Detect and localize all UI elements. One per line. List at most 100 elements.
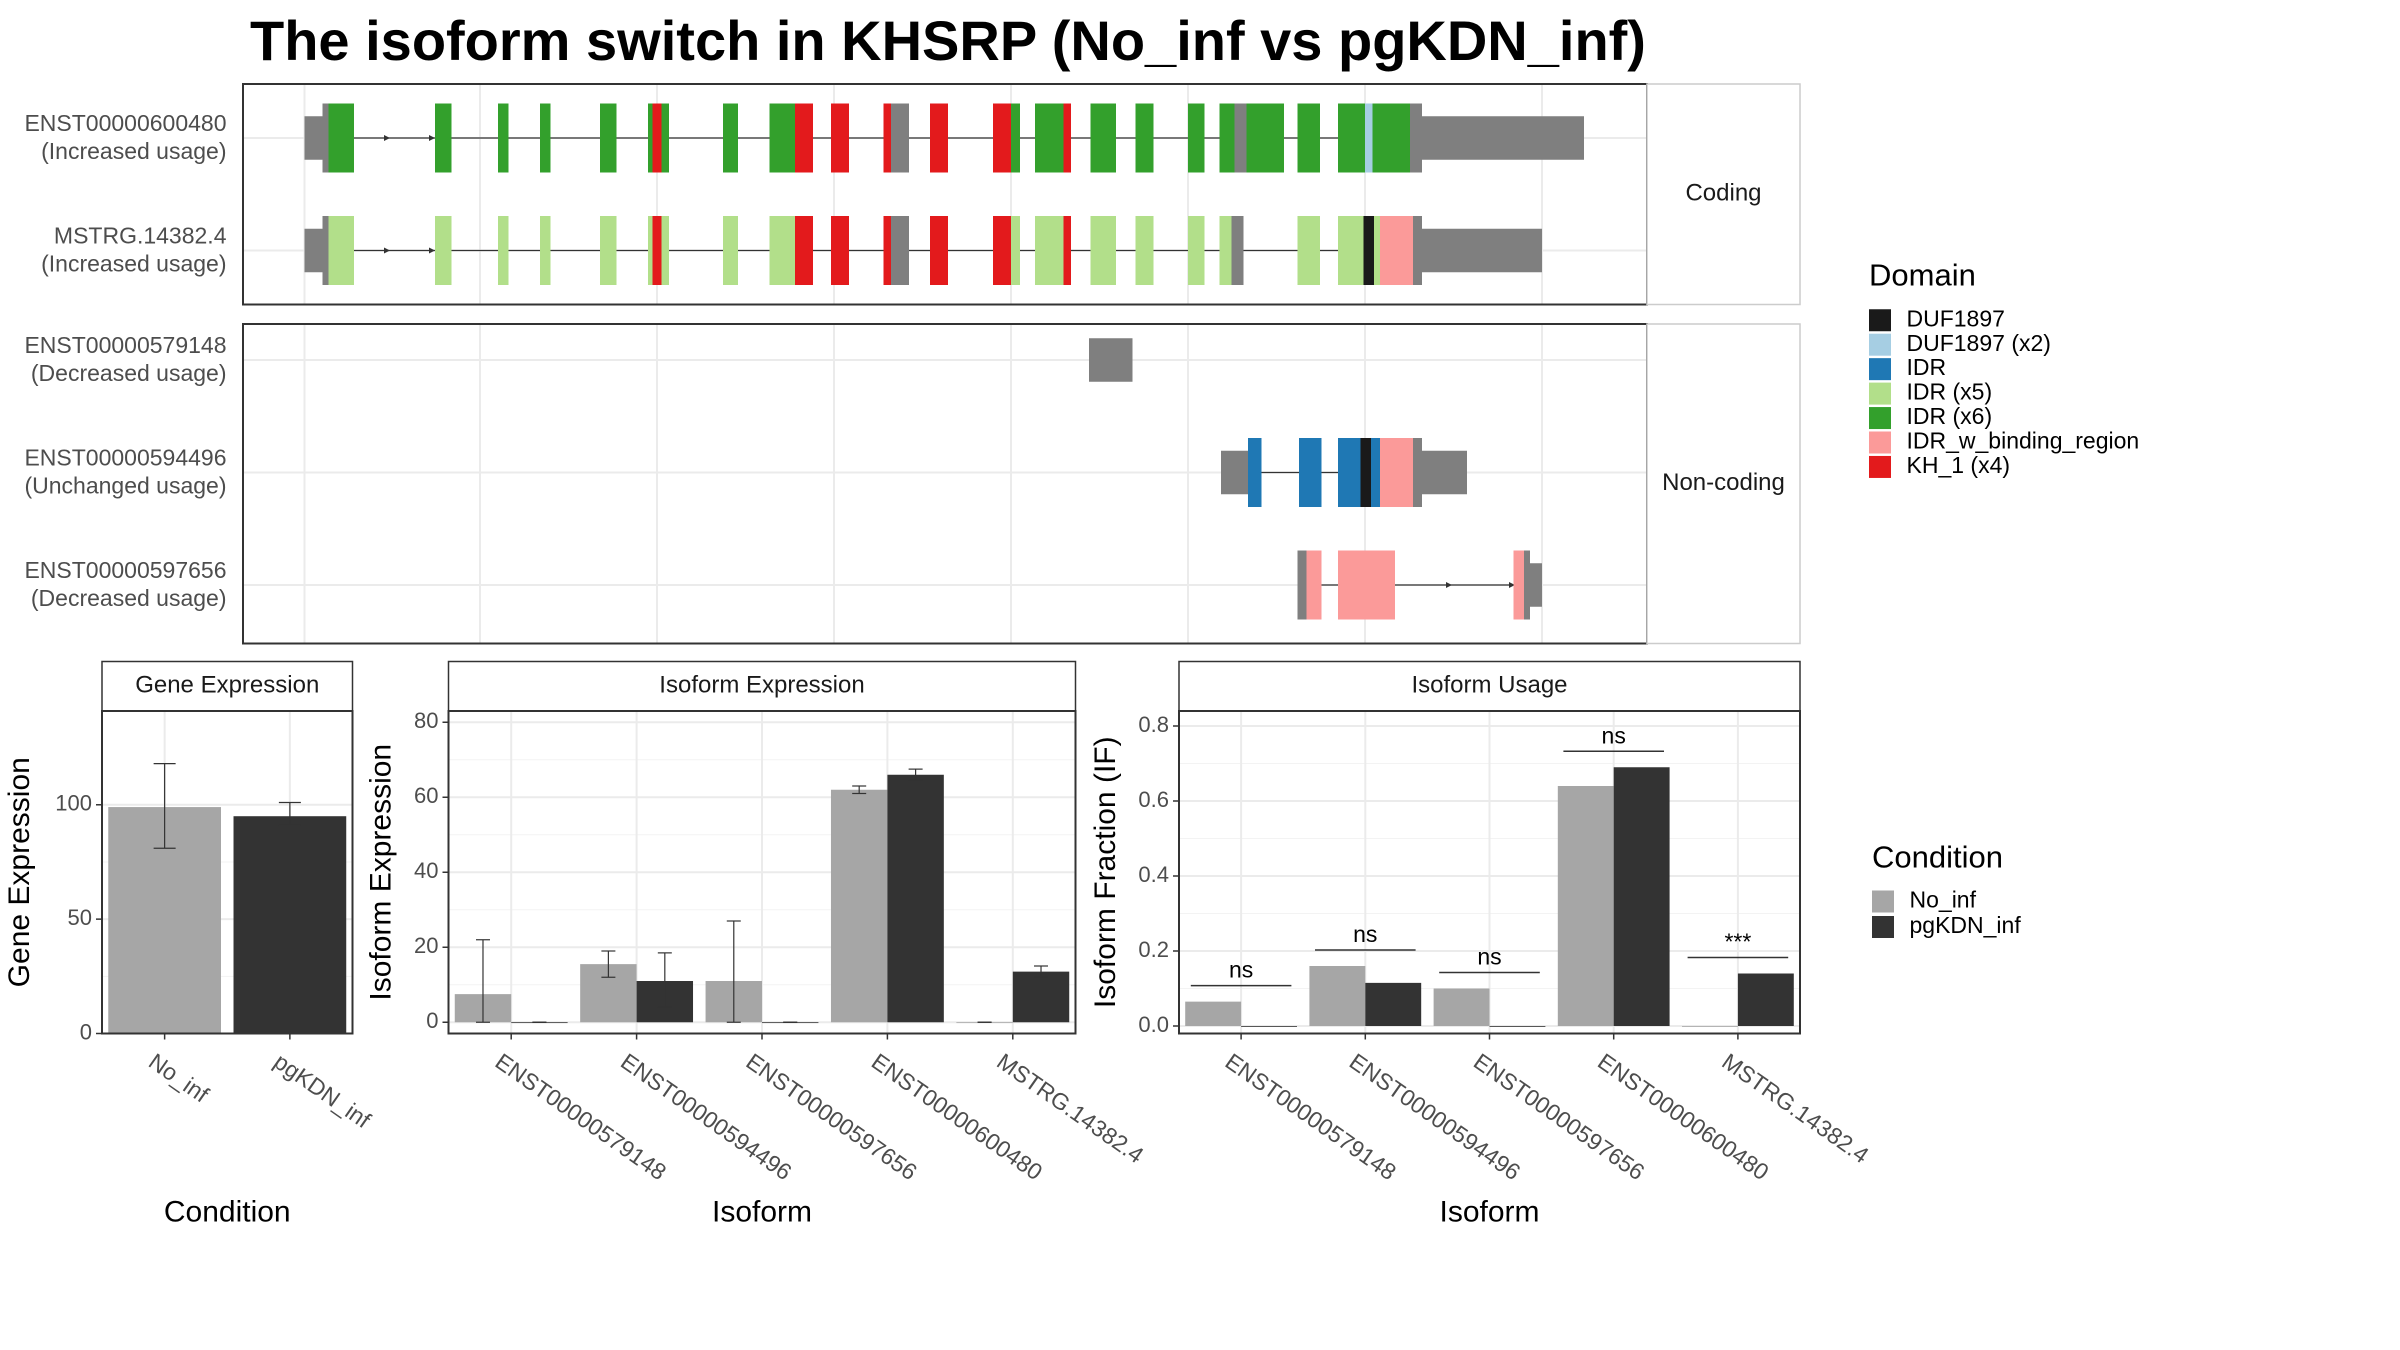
domain-exon: [1365, 103, 1373, 173]
domain-legend-label: IDR (x5): [1907, 379, 1993, 405]
condition-legend-title: Condition: [1872, 840, 2003, 875]
domain-exon: [795, 103, 813, 173]
y-axis-title: Isoform Expression: [364, 744, 397, 1001]
bar-No_inf: [1433, 988, 1490, 1026]
isoform-usage-chart: Isoform Usage0.00.20.40.60.8nsnsnsns***E…: [1089, 660, 1874, 1228]
chart-strip: [447, 660, 1077, 712]
domain-exon: [648, 216, 653, 285]
transcript-usage-label: (Increased usage): [41, 138, 226, 164]
domain-exon: [993, 216, 1011, 285]
y-tick-label: 50: [68, 905, 92, 930]
y-axis-title: Isoform Fraction (IF): [1089, 736, 1122, 1008]
direction-arrow: [429, 135, 435, 141]
significance-label: ns: [1602, 722, 1626, 748]
domain-exon: [883, 103, 891, 173]
transcript-id-label: ENST00000579148: [24, 332, 226, 358]
domain-exon: [328, 216, 354, 285]
chart-strip: [101, 660, 354, 712]
domain-legend-title: Domain: [1869, 258, 1976, 293]
utr-exon: [1422, 228, 1542, 273]
domain-exon: [883, 216, 891, 285]
utr-exon: [1422, 450, 1467, 495]
domain-exon: [498, 216, 509, 285]
domain-exon: [769, 216, 795, 285]
domain-legend-label: DUF1897: [1907, 305, 2005, 331]
y-tick-label: 0.6: [1138, 787, 1169, 812]
significance-label: ns: [1477, 944, 1501, 970]
domain-exon: [993, 103, 1011, 173]
domain-exon: [1374, 216, 1380, 285]
y-axis-title: Gene Expression: [3, 757, 36, 987]
condition-legend-swatch: [1872, 916, 1894, 938]
domain-legend-swatch: [1869, 455, 1891, 478]
domain-exon: [600, 103, 617, 173]
condition-legend-label: No_inf: [1910, 887, 1977, 913]
domain-legend-swatch: [1869, 382, 1891, 405]
domain-exon: [1011, 216, 1020, 285]
domain-exon: [1338, 103, 1365, 173]
transcript-ENST00000600480: [304, 103, 1584, 173]
domain-exon: [723, 216, 738, 285]
domain-exon: [652, 103, 662, 173]
y-tick-label: 0.4: [1138, 862, 1169, 887]
domain-exon: [1063, 216, 1071, 285]
utr-exon: [1524, 550, 1530, 620]
utr-exon: [1413, 216, 1422, 285]
domain-exon: [1135, 103, 1154, 173]
y-tick-label: 0: [80, 1019, 92, 1044]
domain-exon: [652, 216, 662, 285]
utr-exon: [322, 216, 329, 285]
domain-exon: [1248, 438, 1262, 507]
domain-exon: [1380, 438, 1413, 507]
transcript-ENST00000594496: [1221, 438, 1467, 507]
utr-exon: [304, 116, 323, 160]
domain-exon: [1363, 216, 1374, 285]
domain-exon: [1188, 103, 1205, 173]
bar-No_inf: [1557, 786, 1614, 1026]
y-tick-label: 0.0: [1138, 1012, 1169, 1037]
x-axis-title: Isoform: [712, 1195, 812, 1228]
domain-exon: [1035, 216, 1064, 285]
significance-label: ns: [1229, 957, 1253, 983]
domain-legend-swatch: [1869, 309, 1891, 332]
utr-exon: [1297, 550, 1307, 620]
bar-pgKDN_inf: [887, 774, 944, 1023]
y-tick-label: 20: [414, 933, 438, 958]
figure-title: The isoform switch in KHSRP (No_inf vs p…: [250, 9, 1646, 72]
domain-legend-label: IDR: [1907, 354, 1947, 380]
utr-exon: [1410, 103, 1422, 173]
domain-legend-swatch: [1869, 431, 1891, 454]
utr-exon: [322, 103, 329, 173]
direction-arrow: [1509, 582, 1515, 588]
isoform-expression-chart: Isoform Expression020406080ENST000005791…: [364, 660, 1149, 1228]
transcript-usage-label: (Decreased usage): [31, 360, 227, 386]
chart-strip: [1178, 660, 1801, 712]
utr-exon: [1221, 450, 1248, 495]
y-tick-label: 0.2: [1138, 937, 1169, 962]
domain-exon: [930, 216, 948, 285]
utr-exon: [891, 216, 909, 285]
transcript-usage-label: (Increased usage): [41, 251, 226, 277]
domain-exon: [435, 103, 452, 173]
domain-exon: [1246, 103, 1284, 173]
domain-exon: [1371, 438, 1380, 507]
domain-exon: [661, 103, 669, 173]
domain-exon: [1090, 103, 1116, 173]
utr-exon: [1413, 438, 1422, 507]
domain-exon: [1372, 103, 1410, 173]
bar-No_inf: [830, 789, 888, 1023]
panel-strip: [1646, 323, 1801, 645]
transcript-id-label: ENST00000597656: [24, 557, 226, 583]
domain-exon: [648, 103, 653, 173]
bar-No_inf: [1185, 1001, 1242, 1026]
domain-exon: [1219, 216, 1232, 285]
domain-exon: [1219, 103, 1235, 173]
gene-expression-chart: Gene Expression 0 50 100 No_inf pgKDN_inf Cond…: [3, 660, 376, 1228]
direction-arrow: [429, 247, 435, 254]
domain-exon: [540, 216, 551, 285]
domain-exon: [1135, 216, 1154, 285]
domain-exon: [435, 216, 452, 285]
domain-exon: [1299, 438, 1322, 507]
domain-exon: [795, 216, 813, 285]
